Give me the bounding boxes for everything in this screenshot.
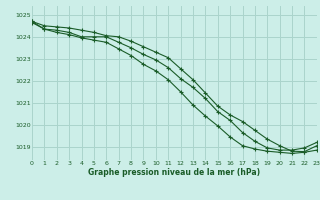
X-axis label: Graphe pression niveau de la mer (hPa): Graphe pression niveau de la mer (hPa) (88, 168, 260, 177)
